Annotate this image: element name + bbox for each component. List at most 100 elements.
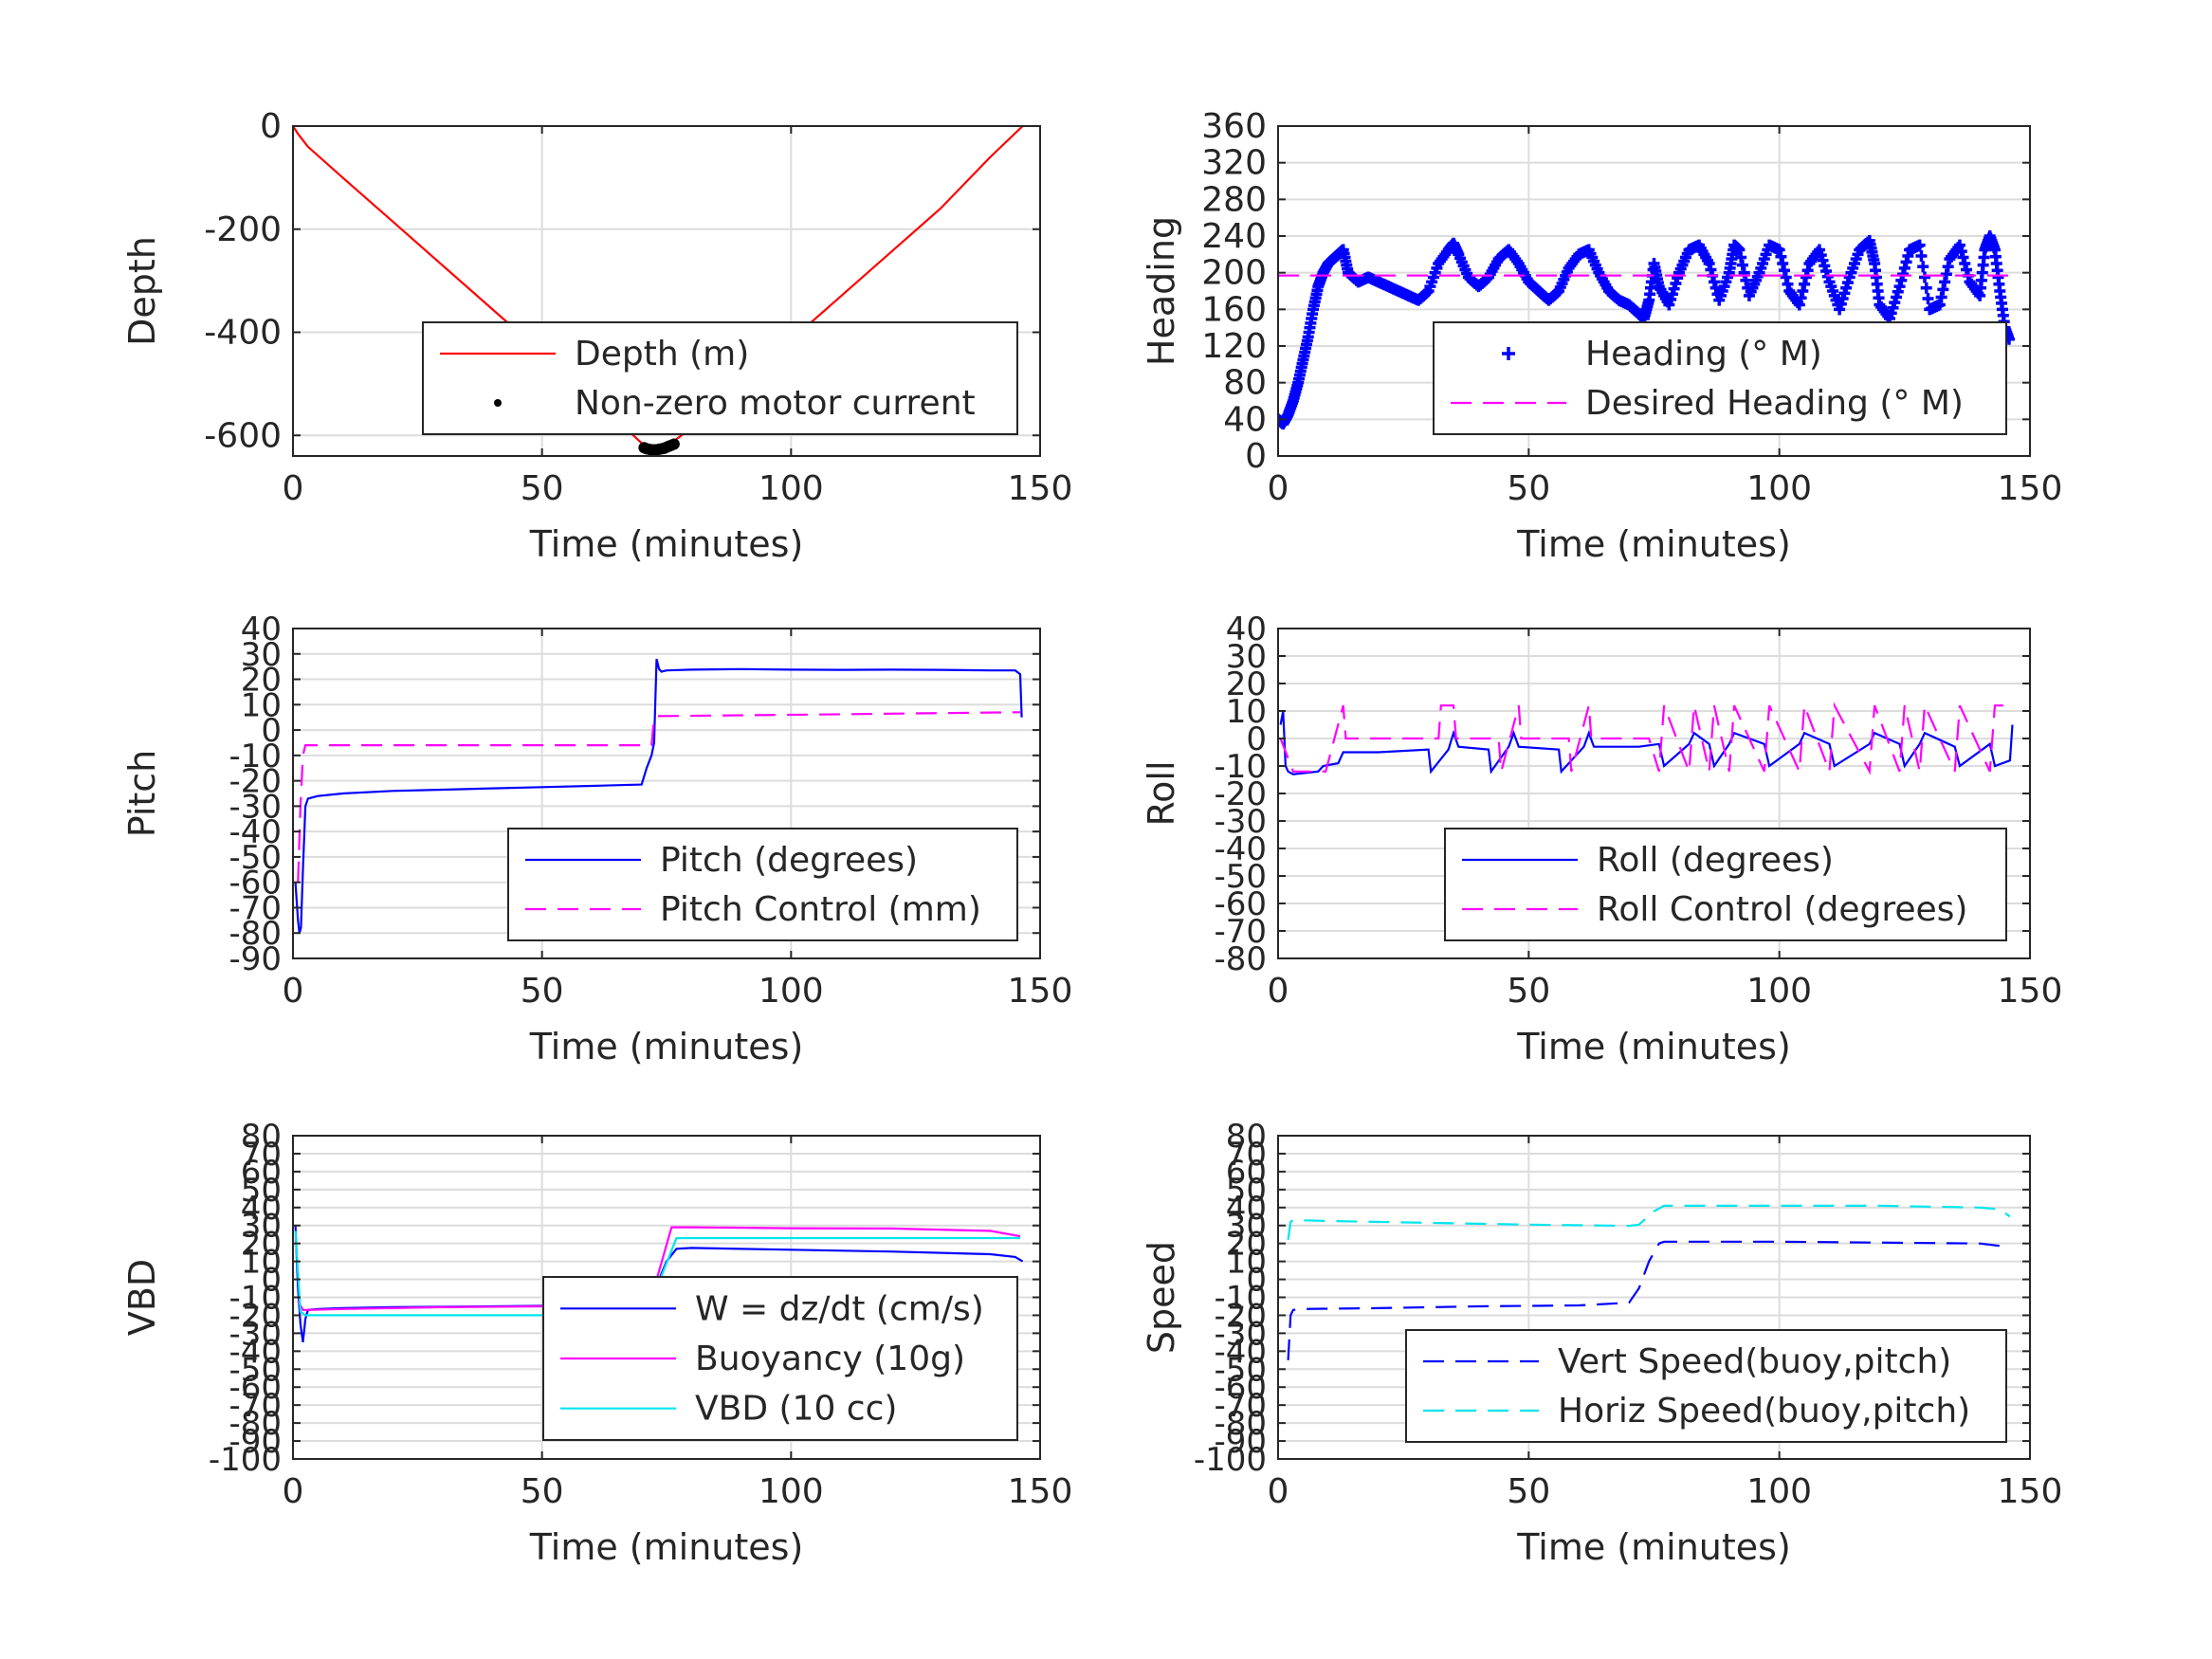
y-tick-label: -10 bbox=[1214, 748, 1267, 786]
x-tick-label: 0 bbox=[1268, 469, 1289, 508]
y-tick-label: -40 bbox=[1214, 830, 1267, 868]
series-1-marker bbox=[1922, 293, 1934, 305]
y-tick-label: -600 bbox=[204, 416, 282, 455]
legend: Roll (degrees) Roll Control (degrees) bbox=[1444, 828, 2007, 941]
series-1-marker bbox=[1703, 258, 1715, 269]
y-tick-label: 30 bbox=[241, 636, 282, 674]
legend: W = dz/dt (cm/s) Buoyancy (10g) VBD (10 cc… bbox=[542, 1276, 1018, 1441]
y-tick-label: 30 bbox=[1226, 638, 1267, 676]
legend: Depth (m) Non-zero motor current bbox=[422, 321, 1018, 435]
y-tick-label: -100 bbox=[209, 1441, 282, 1479]
y-tick-label: 20 bbox=[241, 662, 282, 700]
x-tick-label: 150 bbox=[1998, 1472, 2063, 1511]
y-tick-label: 30 bbox=[1226, 1208, 1267, 1246]
x-tick-label: 150 bbox=[1008, 972, 1073, 1011]
y-tick-label: 20 bbox=[241, 1226, 282, 1264]
y-tick-label: 70 bbox=[241, 1136, 282, 1174]
x-tick-label: 50 bbox=[521, 972, 564, 1011]
y-axis-label: Depth bbox=[121, 236, 163, 346]
series-1-marker bbox=[1736, 259, 1748, 271]
legend-label: Depth (m) bbox=[575, 335, 749, 374]
y-tick-label: -10 bbox=[229, 1280, 282, 1318]
y-axis-label: Speed bbox=[1141, 1241, 1182, 1354]
y-tick-label: 320 bbox=[1201, 144, 1267, 183]
y-tick-label: -30 bbox=[229, 788, 282, 826]
y-tick-label: -10 bbox=[229, 738, 282, 775]
x-tick-label: 50 bbox=[1507, 1472, 1550, 1511]
y-tick-label: -80 bbox=[229, 915, 282, 953]
series-1-marker bbox=[1942, 261, 1954, 273]
x-tick-label: 100 bbox=[1746, 972, 1812, 1011]
y-tick-label: -90 bbox=[1214, 1423, 1267, 1461]
series-2-line bbox=[297, 711, 1021, 883]
y-tick-label: 40 bbox=[1223, 400, 1267, 439]
axes-box bbox=[292, 628, 1041, 959]
y-tick-label: 120 bbox=[1201, 327, 1267, 366]
x-axis-label: Time (minutes) bbox=[1516, 1526, 1791, 1568]
series-1-marker bbox=[1953, 239, 1965, 251]
y-tick-label: 40 bbox=[1226, 611, 1267, 648]
series-1-marker bbox=[1913, 239, 1926, 251]
y-tick-label: -70 bbox=[229, 889, 282, 927]
legend-label: Pitch Control (mm) bbox=[660, 890, 981, 929]
legend-label: W = dz/dt (cm/s) bbox=[695, 1289, 984, 1328]
series-1-marker bbox=[1773, 244, 1785, 256]
series-1-marker bbox=[1920, 282, 1932, 294]
series-1-line bbox=[1287, 1240, 2011, 1360]
legend-label: Vert Speed(buoy,pitch) bbox=[1558, 1342, 1951, 1381]
y-tick-label: -100 bbox=[1194, 1441, 1267, 1479]
y-tick-label: -70 bbox=[1214, 1387, 1267, 1425]
y-tick-label: 20 bbox=[1226, 665, 1267, 703]
legend-label: Non-zero motor current bbox=[575, 384, 976, 423]
y-tick-label: 10 bbox=[1226, 693, 1267, 731]
y-tick-label: 240 bbox=[1201, 217, 1267, 256]
y-tick-label: -30 bbox=[229, 1315, 282, 1353]
series-1-marker bbox=[1801, 264, 1814, 277]
y-tick-label: -50 bbox=[1214, 1351, 1267, 1389]
x-tick-label: 100 bbox=[759, 1472, 824, 1511]
series-1-marker bbox=[1939, 276, 1951, 288]
y-tick-label: 160 bbox=[1201, 290, 1267, 329]
legend-box bbox=[1444, 828, 2007, 941]
series-1-marker bbox=[1898, 262, 1910, 274]
y-tick-label: 10 bbox=[241, 1244, 282, 1282]
y-tick-label: -30 bbox=[1214, 1315, 1267, 1353]
series-1-marker bbox=[1777, 258, 1789, 269]
y-tick-label: 360 bbox=[1201, 107, 1267, 146]
x-axis-label: Time (minutes) bbox=[1516, 1026, 1791, 1067]
series-1-marker bbox=[1961, 264, 1973, 276]
y-tick-label: 0 bbox=[261, 1262, 282, 1300]
y-tick-label: 40 bbox=[241, 1190, 282, 1228]
series-1-marker bbox=[1955, 246, 1967, 258]
y-tick-label: 0 bbox=[1246, 720, 1267, 758]
y-tick-label: -30 bbox=[1214, 803, 1267, 841]
x-tick-label: 0 bbox=[1268, 1472, 1289, 1511]
x-tick-label: 100 bbox=[759, 469, 824, 508]
y-tick-label: -20 bbox=[229, 763, 282, 801]
y-tick-label: -40 bbox=[229, 813, 282, 851]
y-tick-label: -20 bbox=[1214, 775, 1267, 813]
x-tick-label: 150 bbox=[1998, 972, 2063, 1011]
legend-label: Roll Control (degrees) bbox=[1597, 890, 1967, 929]
y-tick-label: -60 bbox=[1214, 1369, 1267, 1407]
series-group bbox=[1287, 1204, 2011, 1360]
y-tick-label: -70 bbox=[1214, 913, 1267, 951]
legend: Heading (° M) Desired Heading (° M) bbox=[1433, 321, 2007, 435]
series-1-marker bbox=[1897, 268, 1910, 281]
y-tick-label: 80 bbox=[241, 1118, 282, 1156]
y-tick-label: 0 bbox=[1246, 1262, 1267, 1300]
series-1-marker bbox=[1778, 264, 1790, 277]
legend-box bbox=[507, 828, 1018, 941]
legend-label: Pitch (degrees) bbox=[660, 841, 918, 880]
series-1-marker bbox=[1733, 244, 1746, 256]
legend-box bbox=[1433, 321, 2007, 435]
y-tick-label: -10 bbox=[1214, 1280, 1267, 1318]
chart-panel-4: 0 50 100 150403020100-10-20-30-40-50-60-70-… bbox=[1141, 611, 2062, 1067]
legend-label: Heading (° M) bbox=[1585, 335, 1822, 374]
series-1-marker bbox=[1900, 256, 1912, 268]
series-1-marker bbox=[1797, 285, 1809, 297]
y-tick-label: -70 bbox=[229, 1387, 282, 1425]
axes-box bbox=[292, 125, 1041, 457]
x-tick-label: 150 bbox=[1998, 469, 2063, 508]
